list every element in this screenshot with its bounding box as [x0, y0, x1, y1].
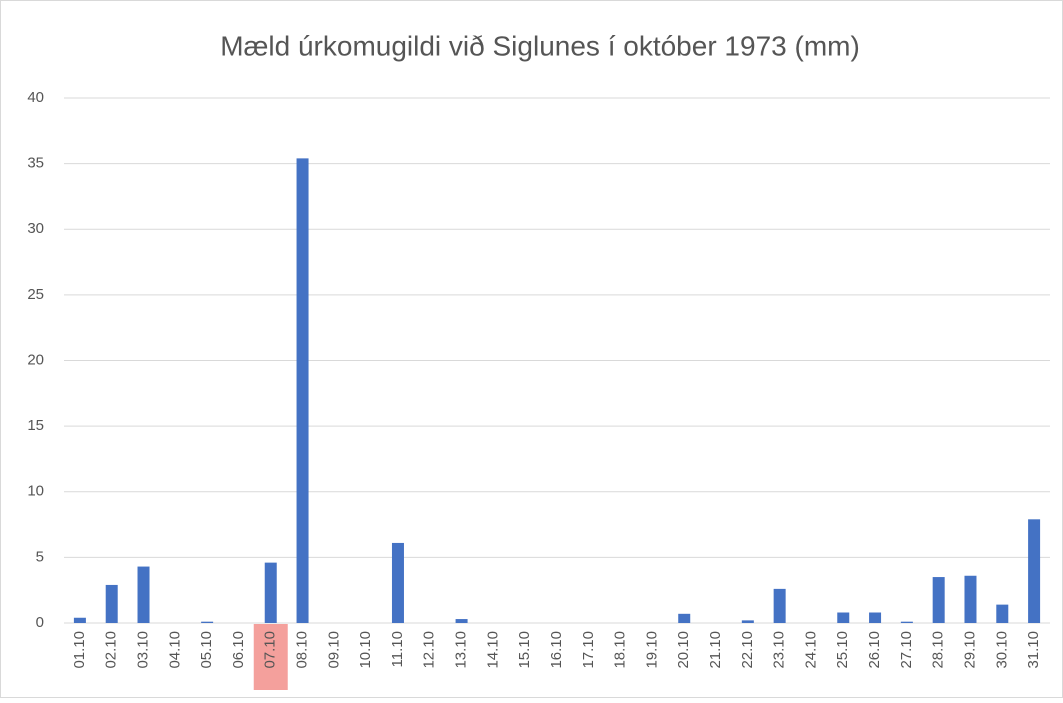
bar [201, 621, 214, 623]
bar [391, 542, 404, 623]
bar [296, 158, 309, 623]
x-tick-label: 18.10 [612, 631, 629, 669]
x-tick-label: 28.10 [930, 631, 947, 669]
bar [869, 612, 882, 623]
x-tick-label: 12.10 [421, 631, 438, 669]
x-tick-label: 08.10 [294, 631, 311, 669]
x-tick-label: 27.10 [898, 631, 915, 669]
bar [73, 617, 86, 623]
bar [900, 621, 913, 623]
x-tick-label: 05.10 [198, 631, 215, 669]
x-tick-label: 30.10 [993, 631, 1010, 669]
bar [105, 584, 118, 623]
x-tick-label: 06.10 [230, 631, 247, 669]
y-tick-label: 25 [27, 286, 44, 303]
x-tick-label: 14.10 [484, 631, 501, 669]
bar [678, 613, 691, 623]
x-tick-label: 10.10 [357, 631, 374, 669]
x-tick-label: 25.10 [834, 631, 851, 669]
y-tick-label: 0 [36, 614, 44, 631]
x-tick-label: 19.10 [643, 631, 660, 669]
x-tick-label: 22.10 [739, 631, 756, 669]
x-tick-label: 15.10 [516, 631, 533, 669]
x-tick-label: 29.10 [961, 631, 978, 669]
x-tick-label: 09.10 [325, 631, 342, 669]
y-tick-label: 10 [27, 483, 44, 500]
chart-title: Mæld úrkomugildi við Siglunes í október … [220, 30, 860, 61]
x-tick-label: 11.10 [389, 631, 406, 667]
x-tick-label: 21.10 [707, 631, 724, 669]
bar [455, 619, 468, 623]
bar [264, 562, 277, 623]
x-tick-label: 23.10 [771, 631, 788, 669]
bar [932, 577, 945, 623]
x-tick-label: 16.10 [548, 631, 565, 669]
x-tick-label: 20.10 [675, 631, 692, 669]
bar [773, 588, 786, 623]
x-tick-label: 01.10 [71, 631, 88, 669]
x-tick-label: 02.10 [103, 631, 120, 669]
bar [1028, 519, 1041, 623]
x-tick-label: 26.10 [866, 631, 883, 669]
x-tick-label: 17.10 [580, 631, 597, 669]
bar [741, 620, 754, 623]
bar [137, 566, 150, 623]
y-tick-label: 35 [27, 155, 44, 172]
bar [964, 575, 977, 623]
bar [837, 612, 850, 623]
x-tick-label: 03.10 [134, 631, 151, 669]
y-tick-label: 40 [27, 89, 44, 106]
y-tick-label: 30 [27, 220, 44, 237]
highlight [253, 624, 288, 690]
bar [996, 604, 1009, 623]
y-tick-label: 20 [27, 351, 44, 368]
x-tick-label: 31.10 [1025, 631, 1042, 669]
x-tick-label: 13.10 [453, 631, 470, 669]
y-tick-label: 15 [27, 417, 44, 434]
x-tick-label: 04.10 [166, 631, 183, 669]
x-tick-label: 07.10 [262, 631, 279, 669]
y-tick-label: 5 [36, 548, 44, 565]
x-tick-label: 24.10 [802, 631, 819, 669]
